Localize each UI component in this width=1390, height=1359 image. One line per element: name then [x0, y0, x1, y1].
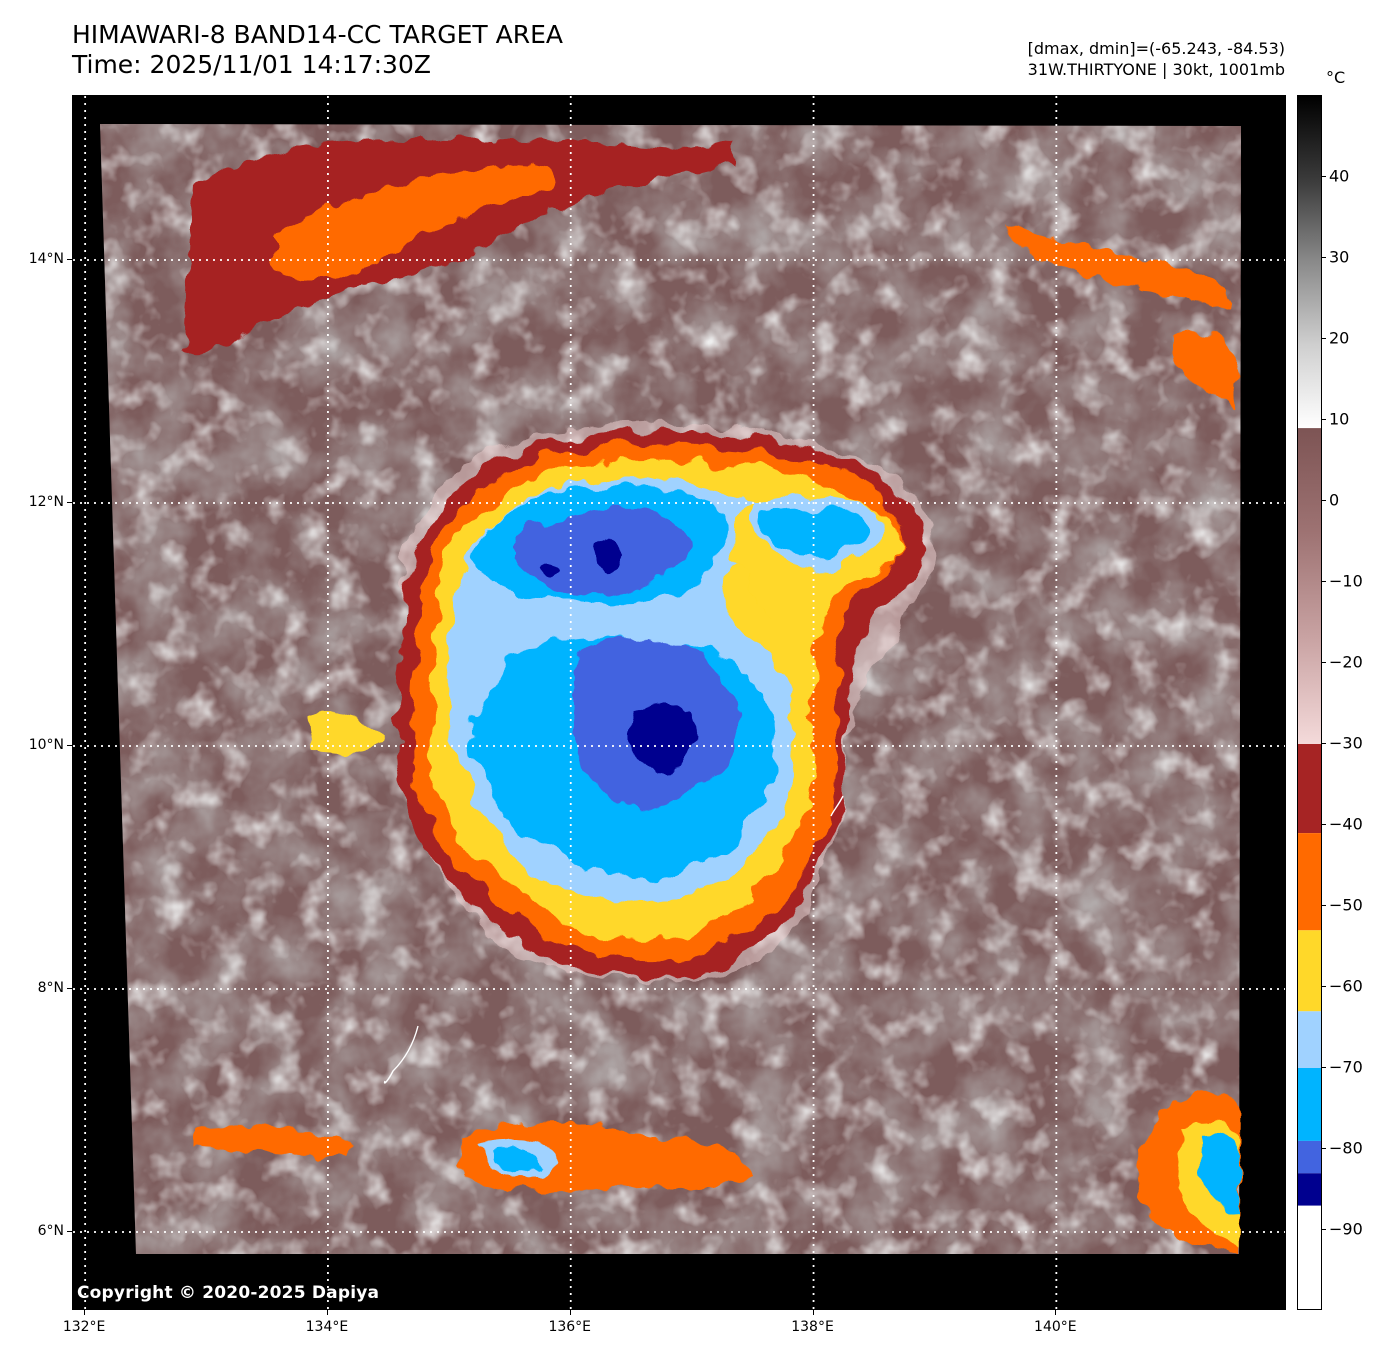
northeast-convection-band: [1003, 226, 1233, 306]
coldest-core-north: [543, 561, 565, 578]
colorbar-segment: [1298, 1011, 1321, 1068]
lon-tick-mark: [84, 1310, 86, 1315]
lon-tick-label: 134°E: [305, 1319, 349, 1335]
lon-tick-mark: [1055, 1310, 1057, 1315]
temperature-colorbar: [1297, 95, 1322, 1310]
colorbar-tick-mark: [1322, 986, 1326, 987]
southeast-cluster-cold: [1201, 1134, 1239, 1216]
lat-tick-label: 14°N: [28, 251, 64, 268]
lon-tick-label: 140°E: [1034, 1319, 1077, 1335]
scattered-cold-tops: [183, 138, 1241, 1254]
colorbar-swatches: [1298, 96, 1321, 1309]
lat-tick-label: 12°N: [28, 494, 64, 511]
northeast-lobe-cold: [762, 508, 867, 556]
lat-tick-mark: [67, 1231, 72, 1233]
east-convection-edge: [1173, 332, 1238, 406]
lat-tick-mark: [67, 988, 72, 990]
title-line-1: HIMAWARI-8 BAND14-CC TARGET AREA: [72, 20, 564, 49]
lat-tick-mark: [67, 502, 72, 504]
colorbar-segment: [1298, 1068, 1321, 1141]
colorbar-tick-mark: [1322, 1067, 1326, 1068]
coldest-core-north-2: [591, 538, 625, 577]
colorbar-tick-label: −50: [1329, 895, 1363, 915]
lat-tick-mark: [67, 745, 72, 747]
colorbar-tick-label: −20: [1329, 652, 1363, 672]
west-small-cell: [308, 712, 383, 753]
colorbar-tick-label: −90: [1329, 1219, 1363, 1239]
info-line-1: [dmax, dmin]=(-65.243, -84.53): [1027, 39, 1285, 58]
colorbar-tick-mark: [1322, 905, 1326, 906]
colorbar-tick-label: 30: [1329, 247, 1350, 267]
coldest-core-main: [628, 705, 698, 770]
colorbar-segment: [1298, 930, 1321, 1012]
colorbar-tick-label: −30: [1329, 733, 1363, 753]
colorbar-tick-mark: [1322, 743, 1326, 744]
lon-tick-label: 136°E: [548, 1319, 592, 1335]
colorbar-tick-mark: [1322, 419, 1326, 420]
info-line-2: 31W.THIRTYONE | 30kt, 1001mb: [1027, 60, 1285, 79]
lat-tick-label: 6°N: [37, 1223, 64, 1240]
colorbar-tick-label: −70: [1329, 1057, 1363, 1077]
colorbar-unit: °C: [1326, 68, 1346, 87]
colorbar-tick-label: 10: [1329, 409, 1350, 429]
colorbar-segment: [1298, 1205, 1321, 1309]
coastline: [383, 795, 844, 1084]
colorbar-segment: [1298, 96, 1321, 429]
palau-coastline: [383, 1025, 419, 1084]
typhoon-core: [397, 423, 936, 983]
lon-tick-mark: [569, 1310, 571, 1315]
lon-tick-label: 138°E: [791, 1319, 834, 1335]
title-line-2: Time: 2025/11/01 14:17:30Z: [72, 50, 431, 79]
lat-tick-mark: [67, 259, 72, 261]
southwest-band: [193, 1126, 353, 1156]
colorbar-tick-mark: [1322, 662, 1326, 663]
colorbar-tick-mark: [1322, 1229, 1326, 1230]
satellite-imagery: [73, 96, 1285, 1309]
atoll-coastline: [830, 795, 844, 817]
south-cluster-cold: [493, 1149, 543, 1172]
colorbar-tick-mark: [1322, 257, 1326, 258]
colorbar-tick-mark: [1322, 500, 1326, 501]
colorbar-segment: [1298, 1140, 1321, 1174]
colorbar-segment: [1298, 428, 1321, 744]
storm-info: [dmax, dmin]=(-65.243, -84.53) 31W.THIRT…: [1028, 38, 1285, 80]
colorbar-tick-label: 20: [1329, 328, 1350, 348]
lon-tick-mark: [326, 1310, 328, 1315]
satellite-map: [72, 95, 1286, 1310]
colorbar-segment: [1298, 744, 1321, 834]
colorbar-tick-label: −40: [1329, 814, 1363, 834]
colorbar-tick-label: −80: [1329, 1138, 1363, 1158]
lat-tick-label: 10°N: [28, 737, 64, 754]
colorbar-tick-label: 40: [1329, 166, 1350, 186]
colorbar-tick-mark: [1322, 176, 1326, 177]
colorbar-segment: [1298, 833, 1321, 931]
colorbar-segment: [1298, 1173, 1321, 1206]
colorbar-tick-mark: [1322, 1148, 1326, 1149]
north-convection-band: [183, 138, 733, 355]
lon-tick-mark: [812, 1310, 814, 1315]
north-convection-orange: [273, 164, 555, 281]
colorbar-tick-label: −60: [1329, 976, 1363, 996]
colorbar-tick-mark: [1322, 338, 1326, 339]
lon-tick-label: 132°E: [62, 1319, 106, 1335]
colorbar-tick-mark: [1322, 824, 1326, 825]
copyright-notice: Copyright © 2020-2025 Dapiya: [77, 1283, 380, 1303]
lat-tick-label: 8°N: [37, 980, 64, 997]
chart-title: HIMAWARI-8 BAND14-CC TARGET AREA Time: 2…: [72, 20, 563, 80]
colorbar-tick-label: −10: [1329, 571, 1363, 591]
colorbar-tick-mark: [1322, 581, 1326, 582]
colorbar-tick-label: 0: [1329, 490, 1340, 510]
